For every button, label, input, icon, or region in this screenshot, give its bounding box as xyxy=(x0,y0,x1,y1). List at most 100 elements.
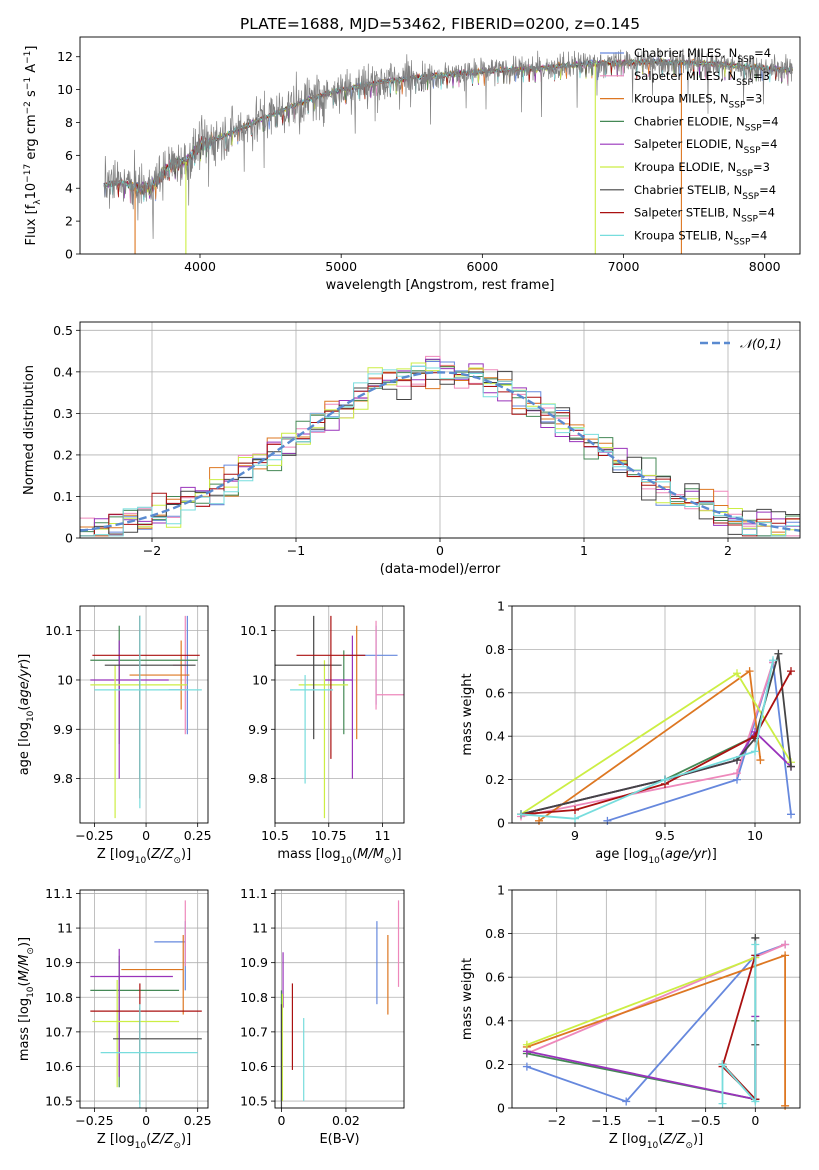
figure-title: PLATE=1688, MJD=53462, FIBERID=0200, z=0… xyxy=(240,15,640,33)
age_vs_Z-xtick-label: 0.25 xyxy=(184,828,212,843)
mass_vs_ebv-xtick-label: 0 xyxy=(277,1113,285,1128)
mass_vs_Z-xtick-label: 0.25 xyxy=(184,1113,212,1128)
mass_weight_vs_age-ytick-label: 0.6 xyxy=(485,685,505,700)
age_vs_mass-xlabel: mass [log10(M/M⊙)] xyxy=(277,847,401,866)
mass_vs_Z-ytick-label: 11.1 xyxy=(45,886,73,901)
residuals-xtick-label: −1 xyxy=(287,543,305,558)
spectrum-xtick-label: 4000 xyxy=(184,259,216,274)
series-point xyxy=(781,951,790,960)
mass_vs_ebv-ytick-label: 11.1 xyxy=(240,886,268,901)
legend-entry: Kroupa STELIB, NSSP=4 xyxy=(634,228,767,247)
series-point xyxy=(769,656,777,665)
series-point xyxy=(733,669,741,678)
mass_weight_vs_age-xtick-label: 9.5 xyxy=(655,828,675,843)
spectrum-ytick-label: 6 xyxy=(65,148,73,163)
mass_weight_vs_Z-frame xyxy=(511,889,801,1109)
mass_weight_vs_Z-ytick-label: 0.4 xyxy=(485,1013,505,1028)
errorbar-salpeter-elodie xyxy=(90,948,173,1077)
series-kroupa-elodie xyxy=(517,669,795,819)
mass_weight_vs_age-frame xyxy=(511,605,801,824)
mass_vs_Z-ylabel: mass [log10(M/M⊙)] xyxy=(17,937,36,1061)
errorbar-kroupa-miles xyxy=(121,934,184,1015)
mass_vs_ebv-ytick-label: 10.6 xyxy=(240,1059,268,1074)
mass_vs_Z-plot-area xyxy=(90,900,202,1108)
series-line xyxy=(520,735,756,816)
age_vs_mass-ytick-label: 10 xyxy=(252,672,268,687)
age_vs_mass-xtick-label: 11 xyxy=(375,828,391,843)
series-salpeter-stelib xyxy=(517,667,795,819)
mass_vs_Z-xtick-label: 0 xyxy=(142,1113,150,1128)
residuals-ytick-label: 0.5 xyxy=(53,323,73,338)
mass_vs_ebv-ytick-label: 10.5 xyxy=(240,1094,268,1109)
spectrum-axes: 4000 5000 6000 7000 8000 0 2 4 6 8 10 12 xyxy=(57,49,781,274)
series-line xyxy=(520,662,774,818)
legend-entry: Chabrier STELIB, NSSP=4 xyxy=(634,183,776,202)
mass_weight_vs_Z-ytick-label: 0.2 xyxy=(485,1057,505,1072)
legend-entry: Chabrier MILES, NSSP=4 xyxy=(634,46,771,65)
mass_weight_vs_Z-xtick-label: −1.5 xyxy=(591,1113,621,1128)
series-kroupa-stelib xyxy=(718,940,760,1108)
mass_vs_Z-ytick-label: 10.8 xyxy=(45,990,73,1005)
series-kroupa-elodie xyxy=(522,953,760,1049)
age_vs_mass-ytick-label: 9.8 xyxy=(248,771,268,786)
errorbar-chabrier-miles xyxy=(345,625,398,705)
mass_vs_ebv-axes: 0 0.02 10.5 10.6 10.7 10.8 10.9 11 11.1 xyxy=(240,886,404,1128)
residuals-ytick-label: 0 xyxy=(65,531,73,546)
series-point xyxy=(517,810,525,819)
age_vs_mass-frame xyxy=(274,605,405,824)
mass_vs_Z-axes: −0.25 0 0.25 10.5 10.6 10.7 10.8 10.9 11 11.1 xyxy=(45,886,211,1128)
spectrum-xtick-label: 5000 xyxy=(325,259,357,274)
spectrum-plot-area xyxy=(103,47,794,254)
age_vs_Z-ytick-label: 9.8 xyxy=(53,771,73,786)
spectrum-data-line xyxy=(103,47,794,239)
series-point xyxy=(745,667,754,676)
mass_vs_Z-xtick-label: −0.25 xyxy=(75,1113,113,1128)
spectrum-frame xyxy=(79,36,801,255)
spectrum-ytick-label: 8 xyxy=(65,115,73,130)
errorbar-chabrier-stelib xyxy=(113,1007,202,1105)
errorbar-chabrier-miles xyxy=(154,921,186,991)
spectrum-ytick-label: 0 xyxy=(65,247,73,262)
mass_vs_Z-frame xyxy=(79,889,209,1109)
mass_weight_vs_age-xtick-label: 9 xyxy=(571,828,579,843)
mass_weight_vs_Z-ytick-label: 0.6 xyxy=(485,970,505,985)
mass_weight_vs_age-xlabel: age [log10(age/yr)] xyxy=(595,847,717,866)
series-point xyxy=(733,769,741,778)
errorbar-kroupa-elodie xyxy=(92,979,180,1088)
errorbar-salpeter-elodie xyxy=(90,640,169,779)
age_vs_mass-ytick-label: 9.9 xyxy=(248,722,268,737)
errorbar-chabrier-stelib xyxy=(104,615,196,779)
series-point xyxy=(661,775,669,784)
mass_weight_vs_age-ytick-label: 0.4 xyxy=(485,729,505,744)
normal-curve xyxy=(80,371,800,532)
errorbar-salpeter-elodie xyxy=(324,635,353,779)
residuals-ytick-label: 0.2 xyxy=(53,447,73,462)
legend-entry: Salpeter MILES, NSSP=3 xyxy=(634,69,770,88)
series-kroupa-miles xyxy=(535,667,765,825)
residuals-xtick-label: 1 xyxy=(580,543,588,558)
mass_vs_ebv-ytick-label: 10.7 xyxy=(240,1024,268,1039)
series-line xyxy=(526,956,756,1046)
legend-entry: Salpeter STELIB, NSSP=4 xyxy=(634,206,775,225)
age_vs_mass-ytick-label: 10.1 xyxy=(240,623,268,638)
series-kroupa-stelib xyxy=(517,656,777,823)
age_vs_Z-ytick-label: 10.1 xyxy=(45,623,73,638)
spectrum-xtick-label: 6000 xyxy=(466,259,498,274)
residuals-ytick-label: 0.1 xyxy=(53,489,73,504)
errorbar-salpeter-stelib xyxy=(296,615,366,759)
errorbar-kroupa-elodie xyxy=(90,665,188,819)
mass_vs_ebv-frame xyxy=(274,889,405,1109)
age_vs_Z-ytick-label: 9.9 xyxy=(53,722,73,737)
series-point xyxy=(781,1101,790,1110)
age_vs_mass-xtick-label: 10.5 xyxy=(261,828,289,843)
errorbar-chabrier-stelib xyxy=(275,615,342,740)
age_vs_Z-ylabel: age [log10(age/yr)] xyxy=(17,654,36,776)
mass_vs_Z-ytick-label: 10.9 xyxy=(45,955,73,970)
mass_vs_ebv-xlabel: E(B-V) xyxy=(319,1132,359,1147)
series-kroupa-miles xyxy=(522,951,790,1110)
mass_weight_vs_age-ytick-label: 0.8 xyxy=(485,642,505,657)
series-line xyxy=(538,669,762,822)
series-line xyxy=(520,653,792,816)
age_vs_Z-xtick-label: 0 xyxy=(142,828,150,843)
